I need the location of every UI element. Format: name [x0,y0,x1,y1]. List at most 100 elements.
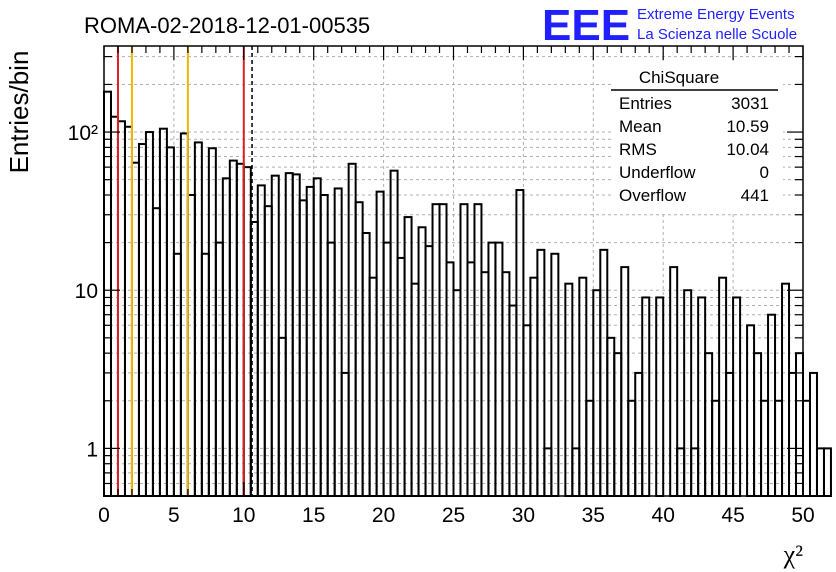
stat-label: Overflow [619,186,687,205]
histogram-bar [815,447,825,497]
x-tick-labels: 0 5 10 15 20 25 30 35 40 45 50 [98,504,815,527]
stats-background [611,64,783,212]
stats-box: ChiSquare Entries 3031 Mean 10.59 RMS 10.04 Un… [611,64,783,212]
histogram-bar [207,147,217,497]
histogram-bar [522,324,532,498]
y-tick-label: 10² [68,122,98,145]
eee-logo: EEE Extreme Energy Events La Scienza nel… [542,1,797,50]
histogram-bar [438,203,448,497]
histogram-bar [494,241,504,497]
histogram-bar [613,352,623,497]
histogram-bar [103,90,112,498]
histogram-bar [396,256,406,497]
histogram-bar [746,324,756,498]
histogram-bar [319,193,329,497]
histogram-bar [165,146,175,497]
histogram-bar [431,203,441,497]
histogram-bar [214,241,224,497]
vertical-marker-lines [116,46,253,496]
stat-label: Entries [619,94,672,113]
chart-title: ROMA-02-2018-12-01-00535 [84,13,370,38]
histogram-bar [137,143,147,497]
histogram-bar [284,172,294,498]
histogram-bar [375,190,385,497]
histogram-bar [403,216,413,498]
histogram-bar [822,447,832,497]
histogram-bar [235,162,245,498]
histogram-bar [669,266,679,497]
logo-text: EEE [542,1,630,50]
histogram-bar [186,193,196,497]
histogram-bar [354,201,364,497]
x-tick-label: 35 [582,504,605,527]
y-tick-label: 10 [75,280,98,303]
histogram-bar [263,205,273,497]
histogram-bar [767,313,777,497]
x-tick-label: 0 [98,504,110,527]
histogram-bar [452,289,462,497]
histogram-bar [144,131,154,497]
histogram-bar [732,296,742,497]
histogram-bar [109,115,119,497]
histogram-bar [634,371,644,498]
histogram-bar [655,296,665,497]
y-tick-label: 1 [86,438,98,461]
histogram-bar [753,352,763,497]
y-axis-title: Entries/bin [4,51,34,174]
histogram-bar [487,241,497,497]
x-axis-title: χ² [783,540,804,569]
histogram-bar [382,241,392,497]
stat-value: 10.04 [726,140,769,159]
histogram-bar [298,199,308,497]
histogram-bar [277,336,287,497]
histogram-bar [158,127,168,497]
stat-value: 441 [741,186,769,205]
x-tick-label: 45 [721,504,744,527]
stats-title: ChiSquare [639,68,719,87]
histogram-bar [795,352,805,497]
histogram-bar [725,371,735,498]
logo-line-2: La Scienza nelle Scuole [637,26,797,43]
histogram-bar [116,120,126,497]
histogram-bar [683,289,693,497]
histogram-bar [788,371,798,498]
histogram-bar [130,161,140,497]
x-tick-label: 50 [791,504,814,527]
histogram-bar [620,266,630,497]
x-tick-label: 5 [168,504,180,527]
histogram-bar [704,352,714,497]
histogram-bar [340,371,350,498]
histogram-bar [361,232,371,497]
histogram-bar [291,173,301,497]
stat-value: 0 [760,163,769,182]
histogram-bar [333,187,343,497]
histogram-bar [459,203,469,497]
histogram-bar [326,241,336,497]
histogram-bar [228,159,238,497]
x-tick-label: 40 [652,504,675,527]
x-tick-label: 20 [372,504,395,527]
histogram-bar [242,166,252,497]
histogram-bar [606,336,616,497]
histogram-bar [808,371,818,498]
histogram-bar [515,189,525,497]
histogram-bar [256,184,266,497]
stat-label: Mean [619,117,662,136]
x-tick-label: 15 [302,504,325,527]
histogram-bar [347,162,357,498]
stat-label: Underflow [619,163,696,182]
histogram-bar [802,399,811,497]
histogram-bar [151,207,161,497]
histogram-bar [641,296,651,497]
stat-value: 3031 [731,94,769,113]
x-tick-label: 30 [512,504,535,527]
stat-value: 10.59 [726,117,769,136]
x-tick-label: 10 [232,504,255,527]
histogram-bar [592,289,602,497]
logo-line-1: Extreme Energy Events [637,6,795,23]
histogram-bar [473,203,483,497]
axes [103,45,804,497]
histogram-bar [389,169,399,497]
stat-label: RMS [619,140,657,159]
